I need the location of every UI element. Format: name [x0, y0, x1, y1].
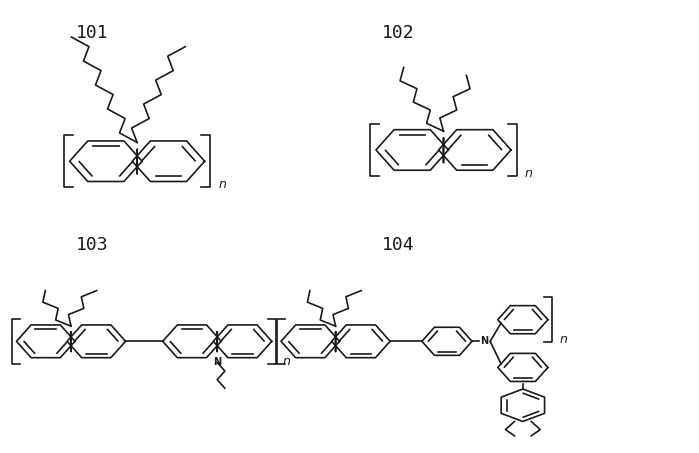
Text: n: n	[283, 355, 291, 368]
Text: n: n	[559, 333, 567, 347]
Text: n: n	[219, 178, 226, 191]
Text: 103: 103	[75, 236, 108, 254]
Text: 101: 101	[75, 24, 108, 42]
Text: 102: 102	[382, 24, 415, 42]
Text: 104: 104	[382, 236, 415, 254]
Text: N: N	[213, 357, 222, 367]
Text: n: n	[525, 167, 533, 180]
Text: N: N	[480, 336, 489, 346]
